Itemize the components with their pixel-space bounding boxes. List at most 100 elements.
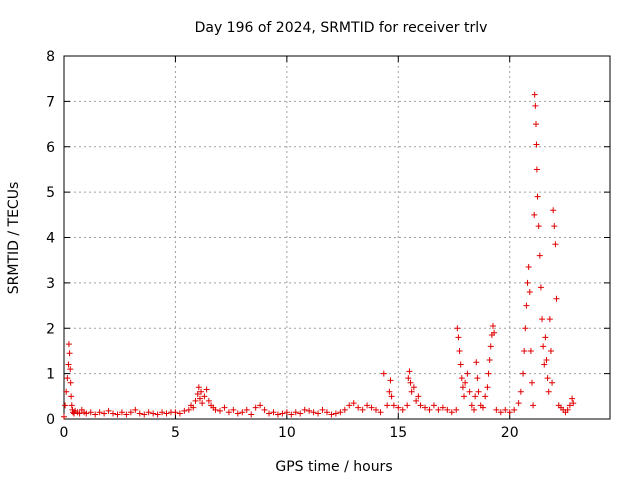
data-point bbox=[68, 393, 75, 400]
data-point bbox=[511, 406, 518, 413]
data-point bbox=[92, 411, 99, 418]
data-point bbox=[67, 366, 74, 373]
data-point bbox=[386, 388, 393, 395]
data-point bbox=[482, 393, 489, 400]
data-point bbox=[490, 322, 496, 329]
data-point bbox=[536, 252, 543, 259]
data-point bbox=[537, 284, 544, 291]
data-point bbox=[457, 361, 464, 368]
data-point bbox=[248, 411, 255, 418]
grid bbox=[64, 56, 610, 419]
data-point bbox=[487, 343, 494, 350]
data-point bbox=[101, 410, 108, 417]
data-point bbox=[388, 393, 395, 400]
data-point bbox=[150, 410, 157, 417]
data-point bbox=[181, 407, 188, 414]
data-point bbox=[87, 409, 94, 416]
data-point bbox=[549, 379, 556, 386]
data-point bbox=[61, 413, 67, 420]
data-point bbox=[201, 393, 208, 400]
data-point bbox=[234, 410, 241, 417]
data-point bbox=[515, 400, 522, 407]
data-point bbox=[390, 402, 397, 409]
data-point bbox=[283, 409, 290, 416]
data-point bbox=[212, 406, 219, 413]
data-point bbox=[266, 410, 273, 417]
data-point bbox=[461, 393, 468, 400]
y-tick-label: 2 bbox=[46, 321, 55, 337]
data-point bbox=[552, 241, 559, 248]
data-point bbox=[65, 361, 72, 368]
data-point bbox=[502, 406, 509, 413]
data-point bbox=[540, 343, 547, 350]
data-point bbox=[497, 409, 504, 416]
data-point bbox=[159, 409, 166, 416]
data-point bbox=[141, 411, 148, 418]
data-point bbox=[399, 406, 406, 413]
data-point bbox=[63, 388, 70, 395]
data-point bbox=[257, 402, 264, 409]
data-point bbox=[341, 406, 348, 413]
data-point bbox=[145, 409, 152, 416]
data-point bbox=[68, 402, 75, 409]
data-point bbox=[520, 370, 527, 377]
data-point bbox=[486, 357, 493, 364]
data-point bbox=[541, 361, 548, 368]
data-point bbox=[355, 404, 362, 411]
data-point bbox=[328, 411, 335, 418]
data-point bbox=[118, 409, 125, 416]
data-point bbox=[132, 406, 139, 413]
data-point bbox=[539, 316, 546, 323]
data-point bbox=[176, 410, 183, 417]
data-point bbox=[384, 402, 391, 409]
data-point bbox=[474, 375, 481, 382]
data-point bbox=[543, 357, 550, 364]
data-point bbox=[315, 410, 322, 417]
data-point bbox=[533, 141, 540, 148]
data-point bbox=[524, 279, 531, 286]
data-point bbox=[76, 410, 83, 417]
data-point bbox=[459, 384, 466, 391]
data-points bbox=[61, 91, 577, 420]
y-tick-label: 8 bbox=[46, 49, 55, 65]
data-point bbox=[493, 406, 500, 413]
data-point bbox=[185, 406, 192, 413]
data-point bbox=[455, 334, 462, 341]
data-point bbox=[270, 409, 277, 416]
data-point bbox=[194, 391, 201, 398]
data-point bbox=[337, 409, 344, 416]
data-point bbox=[96, 409, 103, 416]
data-point bbox=[471, 406, 478, 413]
data-point bbox=[435, 406, 442, 413]
data-point bbox=[530, 402, 537, 409]
x-axis-label: GPS time / hours bbox=[275, 459, 392, 475]
data-point bbox=[332, 410, 339, 417]
data-point bbox=[531, 91, 538, 98]
data-point bbox=[323, 409, 330, 416]
data-point bbox=[484, 384, 491, 391]
data-point bbox=[408, 388, 415, 395]
data-point bbox=[192, 397, 199, 404]
data-point bbox=[462, 379, 469, 386]
data-point bbox=[535, 223, 542, 230]
data-point bbox=[66, 350, 73, 357]
data-point bbox=[64, 375, 71, 382]
data-point bbox=[523, 302, 530, 309]
data-point bbox=[407, 379, 414, 386]
data-point bbox=[404, 402, 411, 409]
data-point bbox=[454, 325, 461, 332]
data-point bbox=[405, 375, 412, 382]
data-point bbox=[127, 409, 134, 416]
y-tick-label: 1 bbox=[46, 367, 55, 383]
data-point bbox=[380, 370, 387, 377]
data-point bbox=[566, 402, 573, 409]
data-point bbox=[413, 397, 420, 404]
data-point bbox=[529, 379, 535, 386]
data-point bbox=[190, 404, 197, 411]
data-point bbox=[196, 395, 203, 402]
data-point bbox=[279, 410, 286, 417]
data-point bbox=[527, 347, 534, 354]
data-point bbox=[297, 410, 304, 417]
data-point bbox=[547, 347, 554, 354]
